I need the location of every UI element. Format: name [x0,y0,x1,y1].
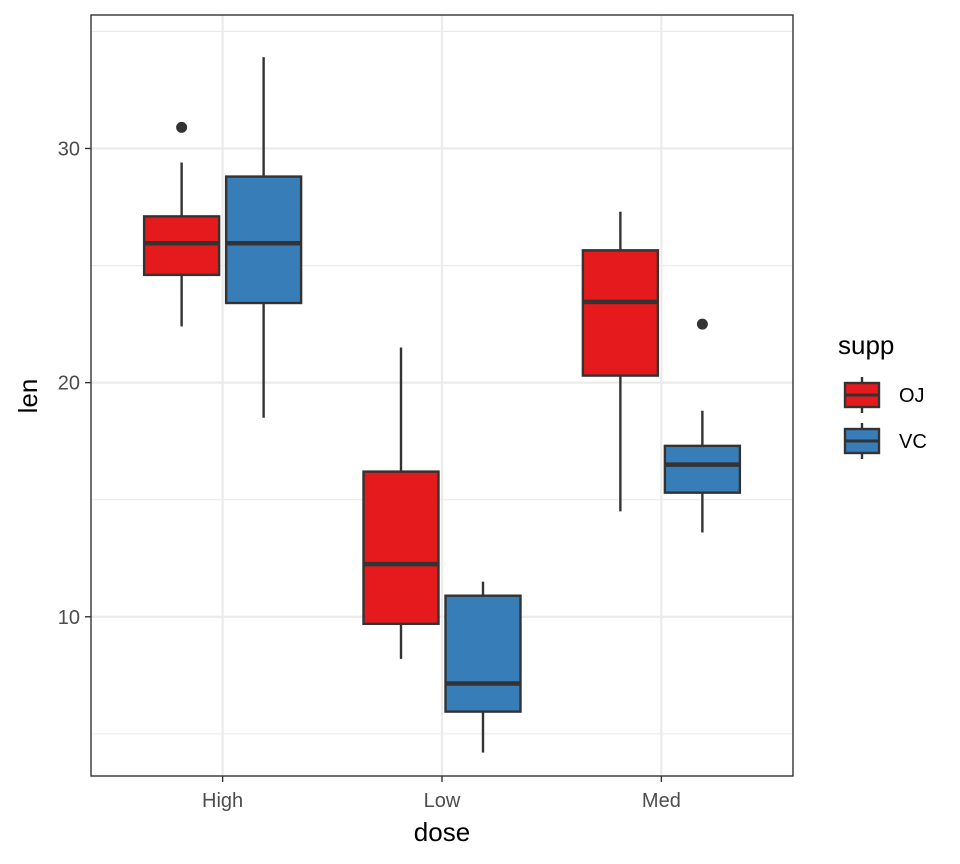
box-body [224,175,303,305]
box-VC-Low [444,581,522,753]
y-tick-label: 20 [58,373,80,395]
box-layer [142,57,742,753]
box-VC-Med [663,318,742,533]
y-axis: 10 20 30 [58,138,91,629]
x-tick-label: Med [642,790,681,812]
box-OJ-High [142,121,221,327]
x-tick-label: High [202,790,243,812]
legend-title: supp [838,330,894,360]
box-body [444,594,522,713]
box-body [142,215,221,277]
y-axis-title: len [13,379,43,414]
legend-label: VC [899,431,927,453]
legend-key-VC: VC [843,423,927,459]
box-body [581,249,660,377]
box-body [663,444,742,494]
legend-label: OJ [899,385,925,407]
x-axis-title: dose [414,817,470,847]
box-VC-High [224,57,303,418]
legend-key-OJ: OJ [843,377,925,413]
outlier-point [176,121,188,133]
box-body [362,470,440,626]
y-tick-label: 10 [58,607,80,629]
box-OJ-Low [362,347,440,659]
outlier-point [696,318,708,330]
x-tick-label: Low [424,790,461,812]
box-OJ-Med [581,211,660,512]
y-tick-label: 30 [58,138,80,160]
legend: supp OJ VC [838,330,927,459]
x-axis: High Low Med [202,776,681,812]
